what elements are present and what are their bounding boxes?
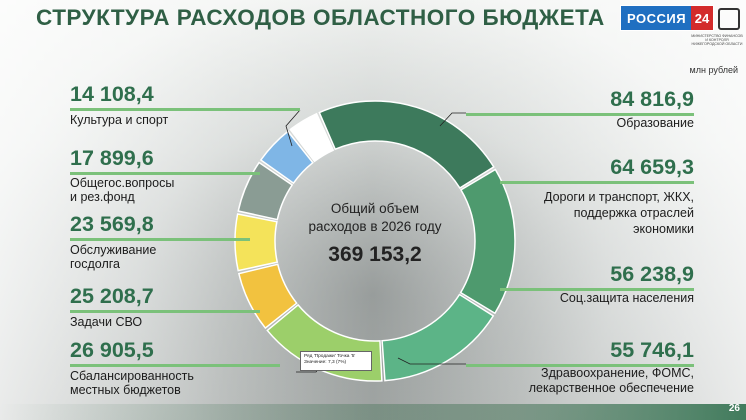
left-label-local-2: местных бюджетов: [70, 383, 181, 397]
left-label-general-2: и рез.фонд: [70, 190, 135, 204]
center-caption-line2: расходов в 2026 году: [308, 219, 442, 234]
right-label-roads-2: поддержка отраслей: [573, 206, 694, 220]
bottom-band: [0, 404, 746, 420]
left-label-culture: Культура и спорт: [70, 113, 169, 127]
ministry-caption: МИНИСТЕРСТВО ФИНАНСОВ И КОНТРОЛЯ НИЖЕГОР…: [691, 34, 743, 47]
leader-line-3: [397, 357, 466, 365]
right-label-health-1: Здравоохранение, ФОМС,: [541, 366, 694, 380]
right-value-health: 55 746,1: [610, 338, 694, 362]
left-bar-debt: [70, 238, 250, 241]
tooltip-line1: Ряд 'Продажи' Точка '5': [304, 354, 356, 359]
logo-number: 24: [691, 6, 713, 30]
logo-text: РОССИЯ: [627, 10, 687, 26]
left-bar-local: [70, 364, 280, 367]
left-bar-general: [70, 172, 260, 175]
left-label-local-1: Сбалансированность: [70, 369, 194, 383]
right-bar-social: [500, 288, 694, 291]
donut-slice-1: [459, 168, 516, 315]
left-bar-culture: [70, 108, 300, 111]
donut-slice-5: [234, 213, 279, 272]
right-bar-roads: [500, 181, 694, 184]
right-label-social: Соц.защита населения: [559, 291, 694, 305]
chart-tooltip: Ряд 'Продажи' Точка '5' Значение: 7,3 (7…: [300, 351, 372, 371]
left-value-local: 26 905,5: [70, 338, 154, 362]
donut-slice-6: [237, 161, 294, 221]
page-number: 26: [728, 403, 740, 414]
page-title: СТРУКТУРА РАСХОДОВ ОБЛАСТНОГО БЮДЖЕТА: [36, 5, 605, 30]
donut-slice-7: [259, 130, 314, 185]
right-bar-health: [466, 364, 694, 367]
left-label-debt-1: Обслуживание: [70, 243, 157, 257]
right-label-education: Образование: [616, 116, 694, 130]
left-label-debt-2: госдолга: [70, 257, 120, 271]
leader-line-2: [439, 112, 466, 127]
right-label-roads-1: Дороги и транспорт, ЖКХ,: [543, 190, 694, 204]
center-caption: Общий объем расходов в 2026 году: [285, 200, 465, 236]
tooltip-line2: Значение: 7,3 (7%): [304, 360, 347, 365]
right-bar-education: [466, 113, 694, 116]
right-label-health-2: лекарственное обеспечение: [528, 381, 694, 395]
right-value-education: 84 816,9: [610, 87, 694, 111]
left-value-culture: 14 108,4: [70, 82, 154, 106]
left-label-svo: Задачи СВО: [70, 315, 143, 329]
left-value-debt: 23 569,8: [70, 212, 154, 236]
donut-slice-2: [381, 293, 495, 382]
center-caption-line1: Общий объем: [330, 201, 420, 216]
unit-label: млн рублей: [689, 65, 738, 75]
left-label-general-1: Общегос.вопросы: [70, 176, 175, 190]
left-value-svo: 25 208,7: [70, 284, 154, 308]
right-label-roads-3: экономики: [633, 222, 694, 236]
center-total: 369 153,2: [328, 243, 422, 266]
right-value-social: 56 238,9: [610, 262, 694, 286]
left-bar-svo: [70, 310, 260, 313]
donut-slice-8: [289, 112, 335, 163]
russia24-logo: РОССИЯ 24: [620, 5, 714, 31]
left-value-general: 17 899,6: [70, 146, 154, 170]
ministry-emblem-icon: [718, 8, 740, 30]
right-value-roads: 64 659,3: [610, 155, 694, 179]
donut-slice-0: [318, 100, 495, 190]
leader-line-0: [285, 109, 301, 147]
